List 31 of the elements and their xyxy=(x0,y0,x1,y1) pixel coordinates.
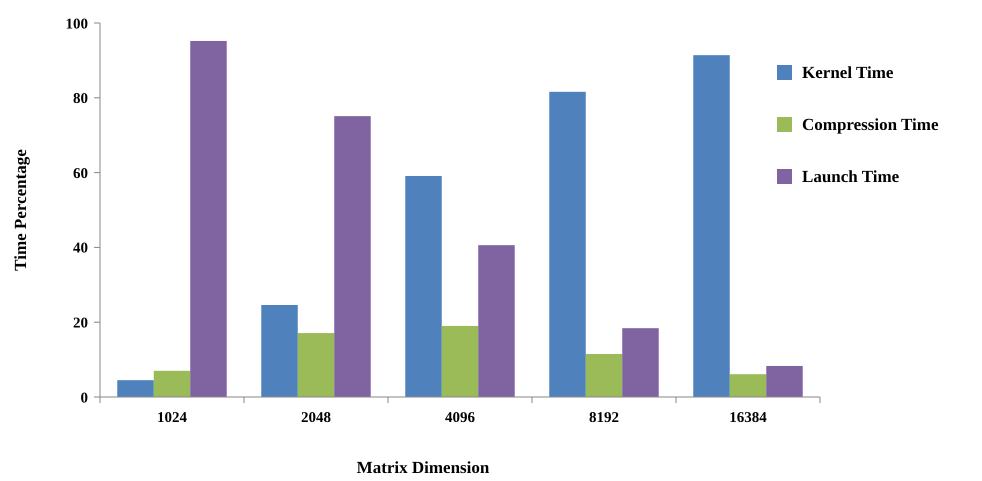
bar xyxy=(478,245,515,397)
bar xyxy=(766,366,803,397)
y-tick-label: 20 xyxy=(73,315,88,332)
y-tick-label: 80 xyxy=(73,91,88,108)
y-tick-label: 100 xyxy=(66,16,88,32)
legend-label: Launch Time xyxy=(802,166,900,186)
bar xyxy=(405,176,442,397)
y-tick-label: 60 xyxy=(73,166,88,182)
x-tick-label: 1024 xyxy=(157,410,188,426)
y-tick-label: 40 xyxy=(73,240,88,257)
bar xyxy=(693,55,730,397)
bar xyxy=(117,380,154,397)
bar xyxy=(154,370,190,397)
bar xyxy=(622,328,659,397)
x-tick-label: 4096 xyxy=(445,410,476,426)
bar xyxy=(730,374,766,397)
y-axis-title: Time Percentage xyxy=(11,148,30,271)
x-tick-label: 8192 xyxy=(589,410,619,426)
bar xyxy=(190,40,227,397)
bar xyxy=(261,304,298,397)
y-tick-label: 0 xyxy=(80,390,88,406)
x-axis-title: Matrix Dimension xyxy=(356,458,490,477)
bar xyxy=(334,116,371,397)
bar xyxy=(298,333,334,397)
bar xyxy=(549,92,586,397)
legend-label: Compression Time xyxy=(802,114,939,134)
bar xyxy=(442,326,478,397)
bar xyxy=(586,354,622,397)
x-tick-label: 16384 xyxy=(729,410,768,426)
x-tick-label: 2048 xyxy=(301,410,331,426)
legend-label: Kernel Time xyxy=(802,62,894,82)
